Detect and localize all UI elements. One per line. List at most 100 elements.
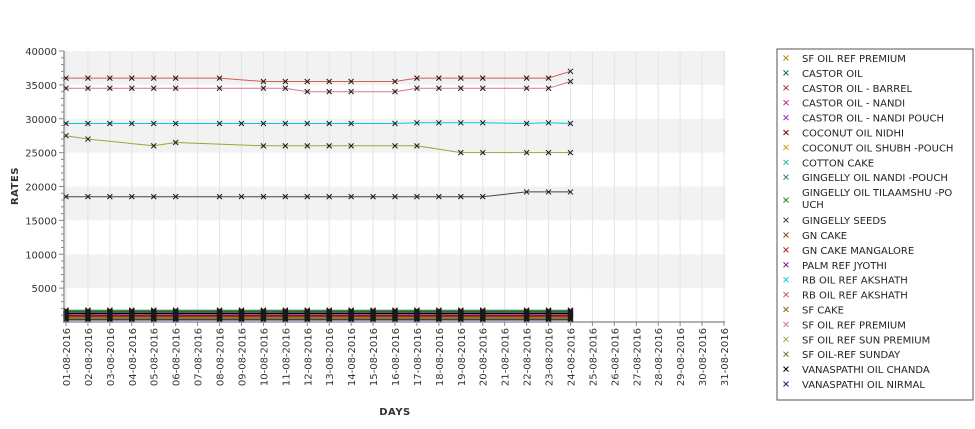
data-point-marker	[282, 142, 289, 149]
legend-item: SF CAKE	[783, 306, 844, 317]
data-point-marker	[128, 310, 135, 317]
legend-item: GINGELLY SEEDS	[783, 216, 886, 227]
data-point-marker	[523, 149, 530, 156]
data-point-marker	[392, 120, 398, 127]
data-point-marker	[216, 310, 223, 317]
data-point-marker	[282, 78, 289, 85]
data-point-marker	[128, 75, 135, 81]
data-point-marker	[457, 85, 464, 92]
data-point-marker	[282, 120, 289, 127]
series-line	[66, 81, 571, 93]
data-point-marker	[523, 85, 530, 92]
data-point-marker	[392, 142, 398, 149]
legend-item: SF OIL REF SUN PREMIUM	[783, 335, 930, 346]
data-point-marker	[216, 193, 223, 200]
legend-label: SF OIL REF SUN PREMIUM	[802, 335, 930, 346]
data-point-marker	[414, 310, 420, 317]
x-tick-label: 06-08-2016	[172, 328, 183, 386]
x-tick-label: 03-08-2016	[106, 328, 117, 386]
legend-label: COTTON CAKE	[802, 158, 874, 169]
legend-marker	[783, 159, 789, 166]
data-point-marker	[150, 85, 157, 92]
data-point-marker	[436, 85, 442, 92]
y-tick-label: 25000	[25, 149, 57, 160]
y-axis-title: RATES	[10, 167, 21, 205]
data-point-marker	[457, 75, 464, 81]
legend-item: VANASPATHI OIL CHANDA	[783, 365, 930, 376]
legend-item: CASTOR OIL - BARREL	[783, 84, 913, 95]
legend-item: SF OIL REF PREMIUM	[783, 54, 906, 65]
legend-item: CASTOR OIL	[783, 69, 863, 80]
x-tick-label: 11-08-2016	[281, 328, 292, 386]
data-point-marker	[260, 193, 267, 200]
data-point-marker	[479, 85, 486, 92]
data-point-marker	[414, 193, 420, 200]
legend-marker	[783, 174, 789, 181]
legend-item: GN CAKE MANGALORE	[783, 246, 914, 257]
data-point-marker	[150, 142, 157, 149]
data-point-marker	[85, 136, 91, 142]
data-point-marker	[128, 193, 135, 200]
y-tick-label: 30000	[25, 115, 57, 126]
legend-label: VANASPATHI OIL CHANDA	[802, 365, 930, 376]
data-point-marker	[479, 75, 486, 81]
legend-label: RB OIL REF AKSHATH	[802, 291, 908, 302]
data-point-marker	[172, 75, 179, 81]
series-line	[66, 191, 571, 198]
y-tick-label: 5000	[32, 284, 57, 295]
data-point-marker	[304, 310, 311, 317]
series-line	[66, 70, 571, 82]
data-point-marker	[567, 120, 574, 127]
legend-marker	[783, 217, 789, 223]
legend-marker	[783, 366, 789, 372]
data-point-marker	[545, 149, 552, 156]
data-point-marker	[457, 193, 464, 200]
legend-label: RB OIL REF AKSHATH	[802, 276, 908, 287]
data-point-marker	[150, 120, 157, 127]
data-point-marker	[414, 75, 420, 81]
x-tick-label: 31-08-2016	[720, 328, 731, 386]
data-point-marker	[370, 310, 376, 317]
data-point-marker	[326, 88, 333, 95]
data-point-marker	[392, 88, 398, 95]
x-tick-label: 01-08-2016	[62, 328, 73, 386]
data-point-marker	[260, 85, 267, 92]
x-tick-label: 10-08-2016	[259, 328, 270, 386]
y-tick-label: 10000	[25, 250, 57, 261]
data-point-marker	[107, 75, 113, 81]
x-tick-label: 25-08-2016	[588, 328, 599, 386]
data-point-marker	[348, 142, 354, 149]
x-tick-label: 28-08-2016	[654, 328, 665, 386]
legend-label: GINGELLY OIL TILAAMSHU -PO	[802, 188, 952, 199]
data-point-marker	[304, 88, 311, 95]
data-point-marker	[523, 310, 530, 317]
x-tick-label: 21-08-2016	[501, 328, 512, 386]
x-tick-label: 12-08-2016	[303, 328, 314, 386]
legend-item: COTTON CAKE	[783, 158, 874, 169]
legend-item: SF OIL-REF SUNDAY	[783, 350, 901, 361]
legend-label: GINGELLY SEEDS	[802, 216, 886, 227]
legend-box	[776, 48, 974, 401]
data-point-marker	[260, 310, 267, 317]
data-point-marker	[348, 88, 354, 95]
legend-marker	[783, 291, 789, 298]
legend-marker	[783, 336, 789, 343]
legend-marker	[783, 351, 789, 358]
data-point-marker	[479, 193, 486, 200]
data-point-marker	[348, 310, 354, 317]
x-tick-label: 16-08-2016	[391, 328, 402, 386]
y-tick-label: 40000	[25, 47, 57, 58]
x-tick-label: 13-08-2016	[325, 328, 336, 386]
legend-marker	[783, 247, 789, 253]
legend-marker	[783, 321, 789, 328]
legend-item: SF OIL REF PREMIUM	[783, 320, 906, 331]
data-point-marker	[128, 85, 135, 92]
legend-marker	[783, 70, 789, 76]
data-point-marker	[479, 119, 486, 126]
data-point-marker	[304, 193, 311, 200]
data-point-marker	[392, 78, 398, 85]
x-axis-ticks: 01-08-2016 02-08-2016 03-08-2016 04-08-2016…	[62, 322, 731, 386]
legend-item: RB OIL REF AKSHATH	[783, 291, 908, 302]
data-point-marker	[545, 119, 552, 126]
